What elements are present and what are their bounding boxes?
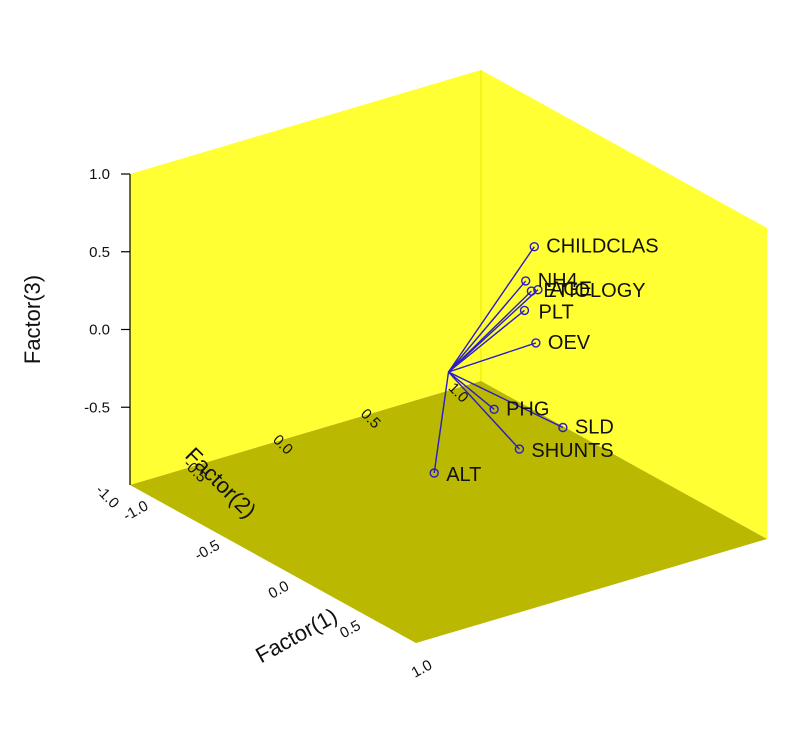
label-phg: PHG <box>506 398 549 420</box>
vector-plt <box>448 309 525 373</box>
label-etiology: ETIOLOGY <box>543 280 645 302</box>
x-tick-label: -0.5 <box>192 537 223 564</box>
loading-vectors <box>429 241 568 478</box>
vector-alt <box>433 371 450 474</box>
label-oev: OEV <box>548 332 591 354</box>
label-alt: ALT <box>446 464 481 486</box>
z-axis-title: Factor(3) <box>20 275 45 364</box>
plot-box <box>130 70 767 643</box>
z-tick-label: 0.0 <box>89 322 110 339</box>
x-tick-label: -1.0 <box>120 497 151 524</box>
label-nh4: NH4 <box>538 270 578 292</box>
point-phg <box>489 404 499 414</box>
vector-nh4 <box>447 280 527 373</box>
vector-childclas <box>447 246 535 373</box>
point-childclas <box>529 241 539 252</box>
right-wall <box>481 70 767 539</box>
label-age: AGE <box>550 279 592 301</box>
point-oev <box>531 338 541 348</box>
label-shunts: SHUNTS <box>531 440 613 462</box>
vector-oev <box>448 342 537 373</box>
x-axis-title: Factor(1) <box>251 603 341 668</box>
point-sld <box>558 422 568 433</box>
point-age <box>533 285 543 295</box>
vector-shunts <box>447 371 520 450</box>
point-alt <box>429 468 439 478</box>
z-tick-label: 1.0 <box>89 166 110 183</box>
left-wall <box>130 70 481 485</box>
point-shunts <box>514 444 525 454</box>
z-tick-label: 0.5 <box>89 244 110 261</box>
x-tick-label: 1.0 <box>409 657 435 682</box>
label-sld: SLD <box>575 417 614 439</box>
point-plt <box>519 305 530 316</box>
point-nh4 <box>521 276 531 286</box>
x-tick-label: 0.0 <box>266 578 292 603</box>
vector-phg <box>448 371 495 410</box>
z-tick-label: -0.5 <box>84 399 110 416</box>
vector-age <box>448 289 539 373</box>
floor <box>130 381 767 643</box>
x-tick-label: 0.5 <box>337 617 363 642</box>
label-plt: PLT <box>539 301 574 323</box>
label-childclas: CHILDCLAS <box>546 236 658 258</box>
y-tick-label: -1.0 <box>92 482 122 512</box>
vector-sld <box>448 371 564 429</box>
